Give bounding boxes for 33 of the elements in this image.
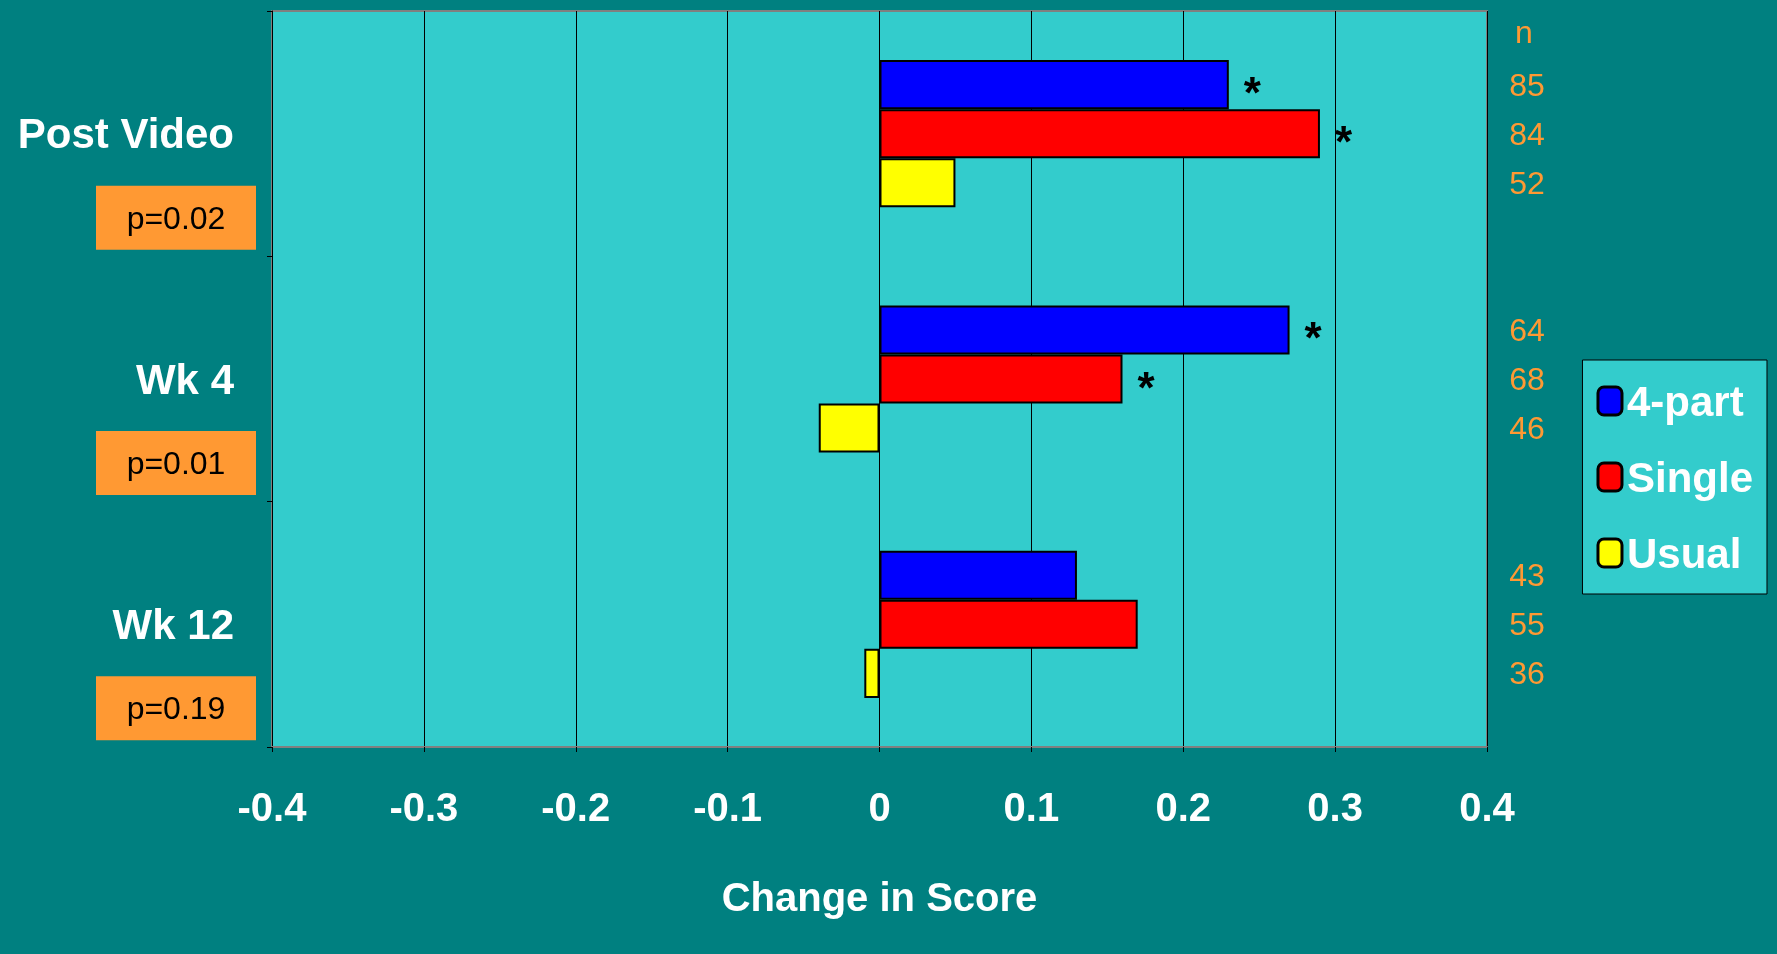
x-tick-label: -0.4 — [237, 785, 308, 829]
x-tick-label: -0.2 — [541, 785, 611, 829]
text: p=0.19 — [126, 690, 226, 727]
data-label: * — [1137, 362, 1156, 412]
text: 46 — [1509, 410, 1545, 447]
text: 36 — [1509, 655, 1545, 692]
text: 43 — [1509, 557, 1545, 594]
legend-label: Usual — [1626, 529, 1742, 577]
x-tick-label: 0.4 — [1459, 785, 1516, 829]
data-label: * — [1243, 68, 1262, 118]
text: 64 — [1509, 311, 1545, 348]
x-tick-label: 0 — [868, 785, 891, 829]
data-label: * — [1334, 117, 1353, 167]
y-tick-label: Post Video — [17, 110, 234, 158]
x-tick-label: 0.3 — [1307, 785, 1363, 829]
y-tick-label: Wk 4 — [135, 355, 235, 403]
text: 85 — [1509, 66, 1545, 103]
text: 52 — [1509, 164, 1545, 201]
text: 68 — [1509, 361, 1545, 397]
legend-label: Single — [1626, 453, 1754, 501]
x-tick-label: -0.3 — [389, 785, 459, 829]
legend-label: 4-part — [1626, 377, 1744, 425]
text: p=0.02 — [126, 199, 226, 236]
x-tick-label: 0.2 — [1155, 785, 1212, 829]
text: n — [1515, 14, 1533, 50]
text: p=0.01 — [126, 445, 226, 481]
y-tick-label: Wk 12 — [112, 600, 234, 648]
x-axis-title: Change in Score — [721, 875, 1038, 919]
x-tick-label: -0.1 — [693, 785, 763, 829]
text: 84 — [1509, 115, 1545, 152]
data-label: * — [1304, 313, 1323, 363]
x-tick-label: 0.1 — [1003, 785, 1060, 829]
text: 55 — [1509, 606, 1545, 643]
